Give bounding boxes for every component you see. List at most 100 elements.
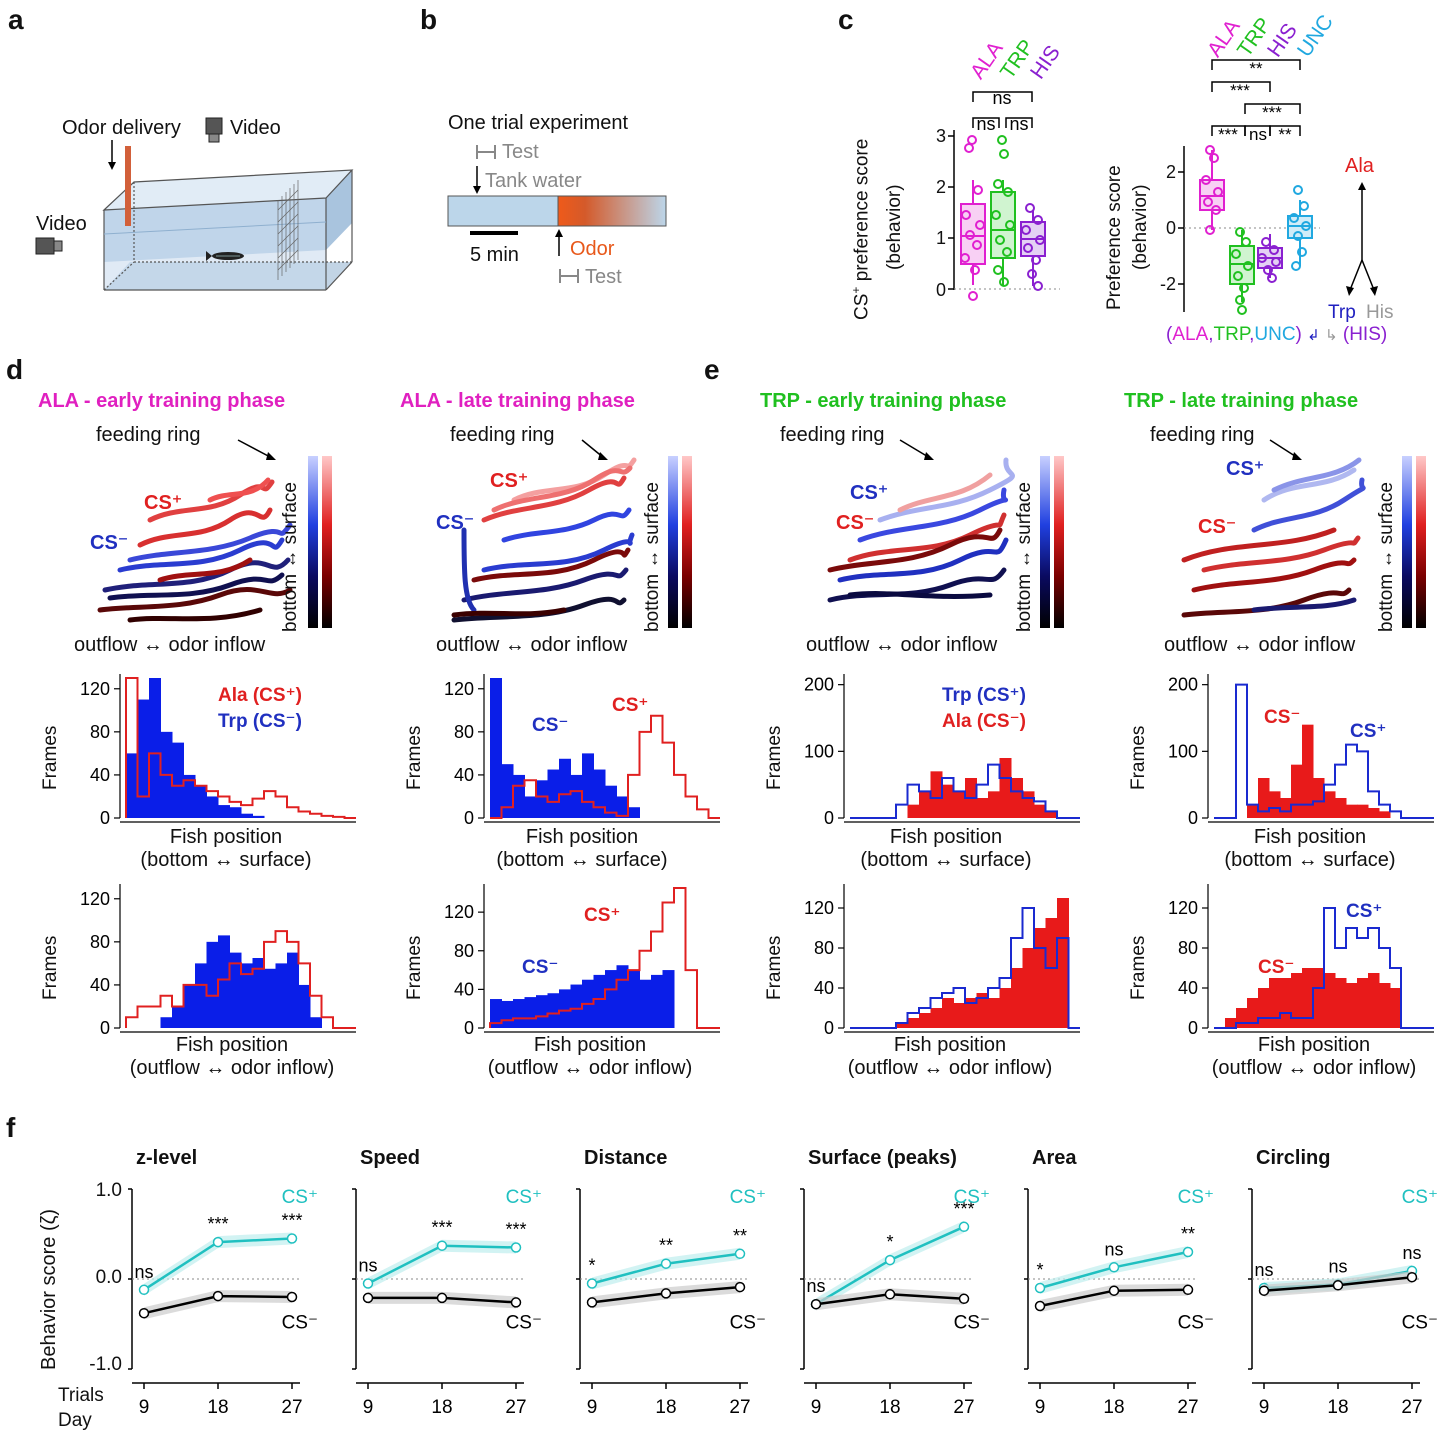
c-left-sig-top: ns	[992, 88, 1011, 108]
hist-bar	[172, 1006, 184, 1028]
hist-outline	[490, 714, 720, 819]
hist-bar	[1291, 764, 1303, 818]
c-right-sig: **	[1278, 125, 1292, 144]
cs-plus-label: CS⁺	[954, 1187, 990, 1208]
hist-bar	[976, 993, 989, 1028]
data-point	[1108, 1262, 1120, 1273]
data-point	[1406, 1271, 1418, 1283]
hist-bar	[616, 965, 629, 1028]
data-point	[436, 1240, 448, 1251]
c-left-ytick: 1	[936, 228, 946, 248]
hist-bar	[605, 970, 617, 1028]
y-tick-label: 120	[1168, 898, 1198, 918]
c-right-ytick: -2	[1160, 274, 1176, 294]
c-right-sig: ***	[1218, 125, 1238, 144]
chart-svg: ns******CS⁺CS⁻91827123	[352, 1187, 542, 1415]
hist-bar	[907, 1018, 920, 1028]
c-left-ytick: 0	[936, 280, 946, 300]
y-tick-label: 0	[100, 1018, 110, 1038]
hist-bar	[1045, 918, 1058, 1028]
hist-bar	[1034, 928, 1046, 1028]
hist-bar	[126, 753, 138, 818]
data-point	[660, 1288, 672, 1299]
cs-minus-label: CS⁻	[532, 715, 569, 736]
hist-bar	[1034, 804, 1046, 818]
trajectory-plot	[451, 439, 637, 623]
camera-icon-top	[205, 117, 223, 143]
frames-label: Frames	[404, 935, 425, 1000]
cs-minus-label: CS⁻	[1258, 957, 1295, 978]
hist-bar	[195, 963, 207, 1028]
hist-bar	[287, 952, 299, 1028]
hist-bar	[1022, 791, 1035, 818]
y-tick-label: 120	[444, 679, 474, 699]
d-late-title: ALA - late training phase	[400, 390, 635, 412]
y-tick-label: 40	[1178, 978, 1198, 998]
data-point	[884, 1254, 896, 1266]
hist-bar	[662, 970, 675, 1028]
hist-bar	[1247, 998, 1259, 1028]
z-axis-label: bottom ↔ surface	[1376, 482, 1397, 632]
cs-plus-label: CS⁺	[850, 482, 889, 504]
trial-tick-label: 18	[879, 1397, 900, 1415]
c-right-ylabel: Preference score	[1104, 165, 1125, 310]
histogram: 0 40 80 120	[444, 674, 720, 828]
cs-plus-label: CS⁺	[506, 1187, 542, 1208]
hist-bar	[218, 935, 230, 1028]
hist-bar	[536, 995, 548, 1028]
hist-bar	[310, 1017, 322, 1028]
chart-title: Speed	[360, 1147, 421, 1169]
trajectory-plot	[827, 439, 1015, 603]
hist-e-early-z: Frames 0 100 200 Fish position (bottom ↔ su…	[760, 670, 1100, 880]
data-point	[286, 1233, 298, 1244]
hist-bar	[907, 804, 920, 818]
trial-timeline	[447, 145, 667, 283]
hist-bar	[160, 1017, 173, 1028]
hist-outline	[125, 677, 356, 819]
hist-xlabel: Fish position (outflow ↔ odor inflow)	[487, 1034, 693, 1079]
hist-bar	[953, 791, 966, 818]
hist-bar	[1335, 978, 1347, 1028]
hist-bar	[275, 963, 288, 1028]
hist-bar	[298, 984, 311, 1028]
hist-bar	[896, 1023, 908, 1028]
c-left-ylabel-2: (behavior)	[884, 184, 905, 270]
f-ytick: -1.0	[89, 1354, 122, 1375]
trial-tick-label: 27	[953, 1397, 974, 1415]
y-tick-label: 0	[1188, 1018, 1198, 1038]
colorbar-red	[1054, 456, 1064, 628]
data-point	[212, 1290, 224, 1302]
hist-bar	[547, 769, 560, 818]
e-late-title: TRP - late training phase	[1124, 390, 1359, 412]
f-ylabel: Behavior score (ζ)	[38, 1208, 60, 1370]
c-left-box-his	[1020, 203, 1046, 291]
histogram: 0 100 200	[804, 674, 1080, 828]
hist-bar	[490, 999, 502, 1028]
cs-minus-label: CS⁻	[836, 512, 875, 534]
hist-xlabel: Fish position (bottom ↔ surface)	[140, 826, 312, 871]
hist-bar	[1011, 968, 1023, 1028]
behavior-chart: Distance*****CS⁺CS⁻91827123	[576, 1145, 776, 1435]
c-right-sig: ns	[1249, 125, 1267, 144]
hist-d-early-x: Frames 0 40 80 120 Fish position (outflow ↔ …	[36, 880, 376, 1090]
chart-svg: *ns**CS⁺CS⁻91827123	[1024, 1187, 1214, 1415]
hist-outline	[1214, 907, 1434, 1029]
c-right-box-trp	[1229, 227, 1255, 315]
hist-outline	[850, 907, 1080, 1029]
trajectory-block-d-late: feeding ring CS⁺ CS⁻ outflow ↔ odor infl…	[424, 420, 744, 660]
hist-bar	[183, 774, 196, 818]
data-point	[510, 1242, 522, 1253]
cs-minus-label: CS⁻	[282, 1313, 318, 1334]
frames-label: Frames	[764, 935, 785, 1000]
colorbar-blue	[1040, 456, 1050, 628]
histogram: 0 40 80 120	[444, 884, 720, 1038]
hist-bar	[1269, 791, 1281, 818]
video-side-label: Video	[36, 213, 87, 235]
significance-label: ns	[1328, 1256, 1347, 1276]
trials-label: Trials	[58, 1385, 104, 1406]
data-point	[138, 1307, 150, 1319]
hist-bar	[1269, 978, 1281, 1028]
hist-bar	[513, 774, 525, 818]
significance-label: ***	[207, 1214, 228, 1234]
